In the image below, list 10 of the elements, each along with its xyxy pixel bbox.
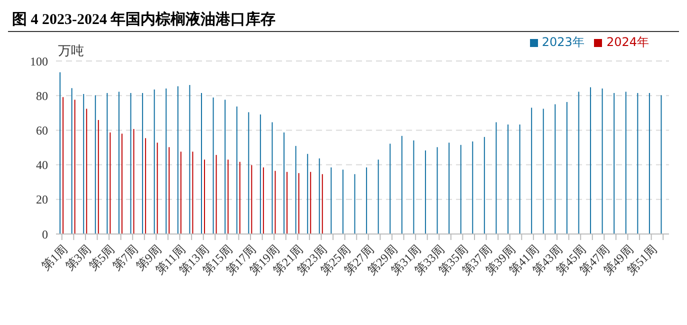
y-tick-label: 20 — [36, 192, 48, 207]
y-tick-label: 80 — [36, 88, 48, 103]
y-axis-title: 万吨 — [58, 43, 84, 60]
legend-label: 2023年 — [542, 35, 584, 49]
y-tick-label: 100 — [30, 54, 48, 68]
y-tick-label: 40 — [36, 158, 48, 172]
chart-title: 图 4 2023-2024 年国内棕榈液油港口库存 — [8, 8, 679, 32]
legend-label: 2024年 — [606, 35, 649, 49]
y-tick-label: 0 — [42, 227, 48, 242]
y-tick-label: 60 — [36, 123, 48, 138]
